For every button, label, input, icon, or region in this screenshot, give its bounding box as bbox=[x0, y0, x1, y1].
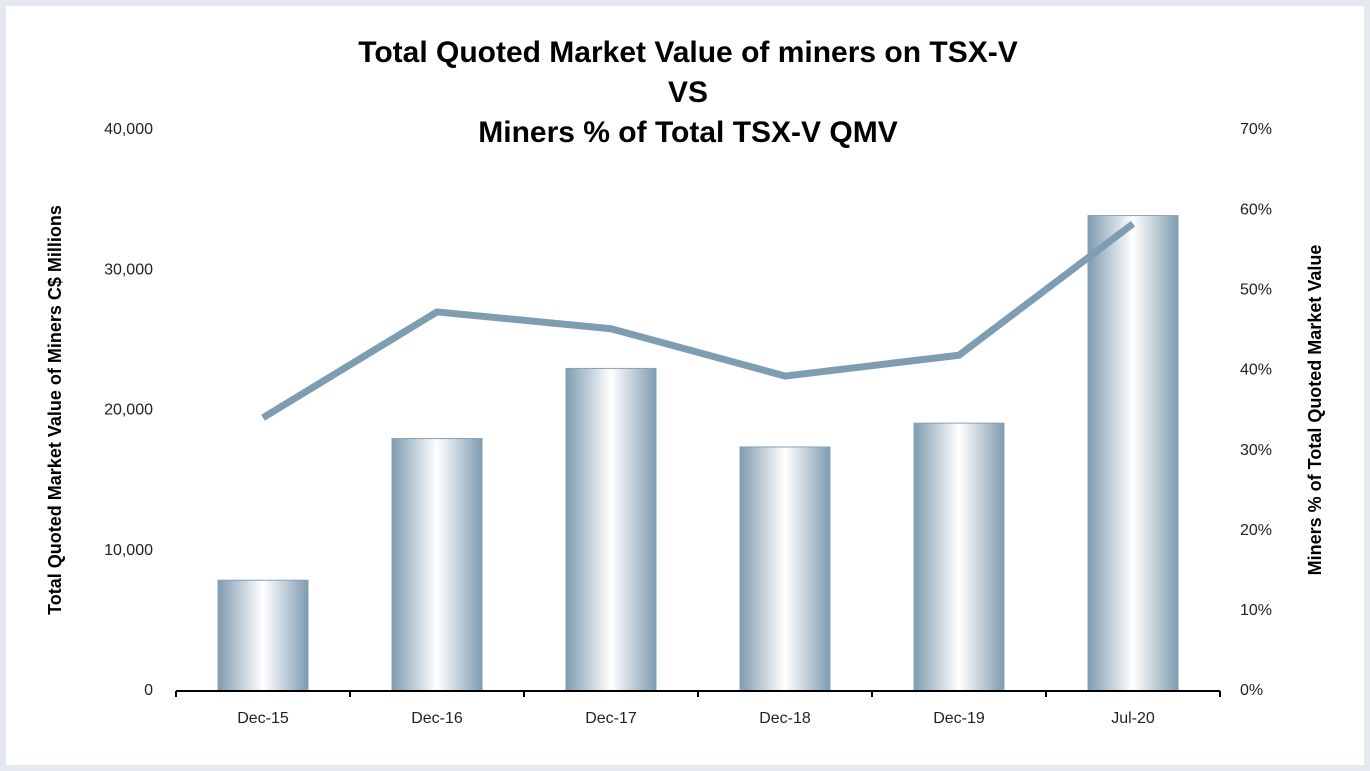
y2-tick-label: 50% bbox=[1240, 282, 1272, 299]
y-tick-label: 20,000 bbox=[104, 402, 153, 419]
chart-title: VS bbox=[668, 76, 708, 109]
x-tick-label: Dec-15 bbox=[237, 710, 289, 727]
y2-tick-label: 10% bbox=[1240, 602, 1272, 619]
y-tick-label: 40,000 bbox=[104, 121, 153, 138]
y2-tick-label: 20% bbox=[1240, 522, 1272, 539]
bar bbox=[391, 438, 483, 692]
y-tick-label: 30,000 bbox=[104, 261, 153, 278]
y2-tick-label: 40% bbox=[1240, 362, 1272, 379]
x-tick-label: Dec-19 bbox=[933, 710, 985, 727]
chart-title: Miners % of Total TSX-V QMV bbox=[478, 116, 897, 149]
bar bbox=[739, 446, 831, 692]
bar bbox=[913, 422, 1005, 692]
x-tick-label: Dec-18 bbox=[759, 710, 811, 727]
chart-title: Total Quoted Market Value of miners on T… bbox=[358, 36, 1018, 69]
x-tick-label: Jul-20 bbox=[1111, 710, 1155, 727]
y2-tick-label: 70% bbox=[1240, 121, 1272, 138]
y-axis-label: Total Quoted Market Value of Miners C$ M… bbox=[45, 205, 65, 615]
x-tick-label: Dec-16 bbox=[411, 710, 463, 727]
bar bbox=[565, 367, 657, 692]
y2-tick-label: 0% bbox=[1240, 682, 1263, 699]
y2-tick-label: 30% bbox=[1240, 442, 1272, 459]
line bbox=[261, 220, 1136, 421]
y-tick-label: 0 bbox=[144, 682, 153, 699]
bar bbox=[217, 579, 309, 692]
y2-axis-label: Miners % of Total Quoted Market Value bbox=[1305, 245, 1325, 576]
y2-tick-label: 60% bbox=[1240, 201, 1272, 218]
bar bbox=[1087, 215, 1179, 692]
x-tick-label: Dec-17 bbox=[585, 710, 637, 727]
y-tick-label: 10,000 bbox=[104, 542, 153, 559]
